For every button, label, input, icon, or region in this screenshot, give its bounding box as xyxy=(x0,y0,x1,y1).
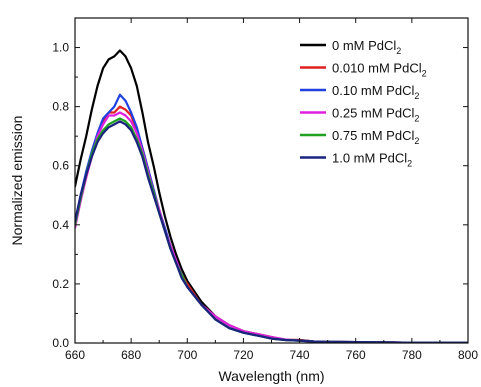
legend-label-1: 0.010 mM PdCl2 xyxy=(332,61,427,79)
legend-entry-2: 0.10 mM PdCl2 xyxy=(300,83,419,101)
x-tick-label-1: 680 xyxy=(121,348,141,362)
y-tick-label-1: 0.2 xyxy=(52,277,69,291)
legend-entry-4: 0.75 mM PdCl2 xyxy=(300,128,419,146)
legend-label-0: 0 mM PdCl2 xyxy=(332,38,401,56)
series-line-3 xyxy=(75,111,468,343)
x-tick-label-5: 760 xyxy=(346,348,366,362)
x-tick-label-3: 720 xyxy=(233,348,253,362)
y-axis-label: Normalized emission xyxy=(9,116,25,246)
y-tick-label-4: 0.8 xyxy=(52,100,69,114)
legend-label-3: 0.25 mM PdCl2 xyxy=(332,106,419,124)
x-tick-label-7: 800 xyxy=(458,348,478,362)
series-line-5 xyxy=(75,120,468,343)
legend: 0 mM PdCl2 0.010 mM PdCl2 0.10 mM PdCl2 0.2… xyxy=(300,38,427,169)
x-tick-label-0: 660 xyxy=(65,348,85,362)
y-tick-label-2: 0.4 xyxy=(52,218,69,232)
x-tick-label-4: 740 xyxy=(290,348,310,362)
x-tick-label-2: 700 xyxy=(177,348,197,362)
legend-entry-3: 0.25 mM PdCl2 xyxy=(300,106,419,124)
legend-label-2: 0.10 mM PdCl2 xyxy=(332,83,419,101)
y-tick-label-5: 1.0 xyxy=(52,41,69,55)
legend-entry-1: 0.010 mM PdCl2 xyxy=(300,61,427,79)
ticks-layer: 660 680 700 720 740 760 780 800 0.0 0.2 0.4 0.6 0.8 1… xyxy=(52,18,478,362)
legend-label-5: 1.0 mM PdCl2 xyxy=(332,151,412,169)
legend-label-4: 0.75 mM PdCl2 xyxy=(332,128,419,146)
legend-entry-5: 1.0 mM PdCl2 xyxy=(300,151,412,169)
x-axis-label: Wavelength (nm) xyxy=(218,368,324,384)
x-tick-label-6: 780 xyxy=(402,348,422,362)
y-tick-label-3: 0.6 xyxy=(52,159,69,173)
legend-entry-0: 0 mM PdCl2 xyxy=(300,38,401,56)
series-layer xyxy=(75,49,468,343)
series-line-4 xyxy=(75,117,468,343)
y-tick-label-0: 0.0 xyxy=(52,336,69,350)
